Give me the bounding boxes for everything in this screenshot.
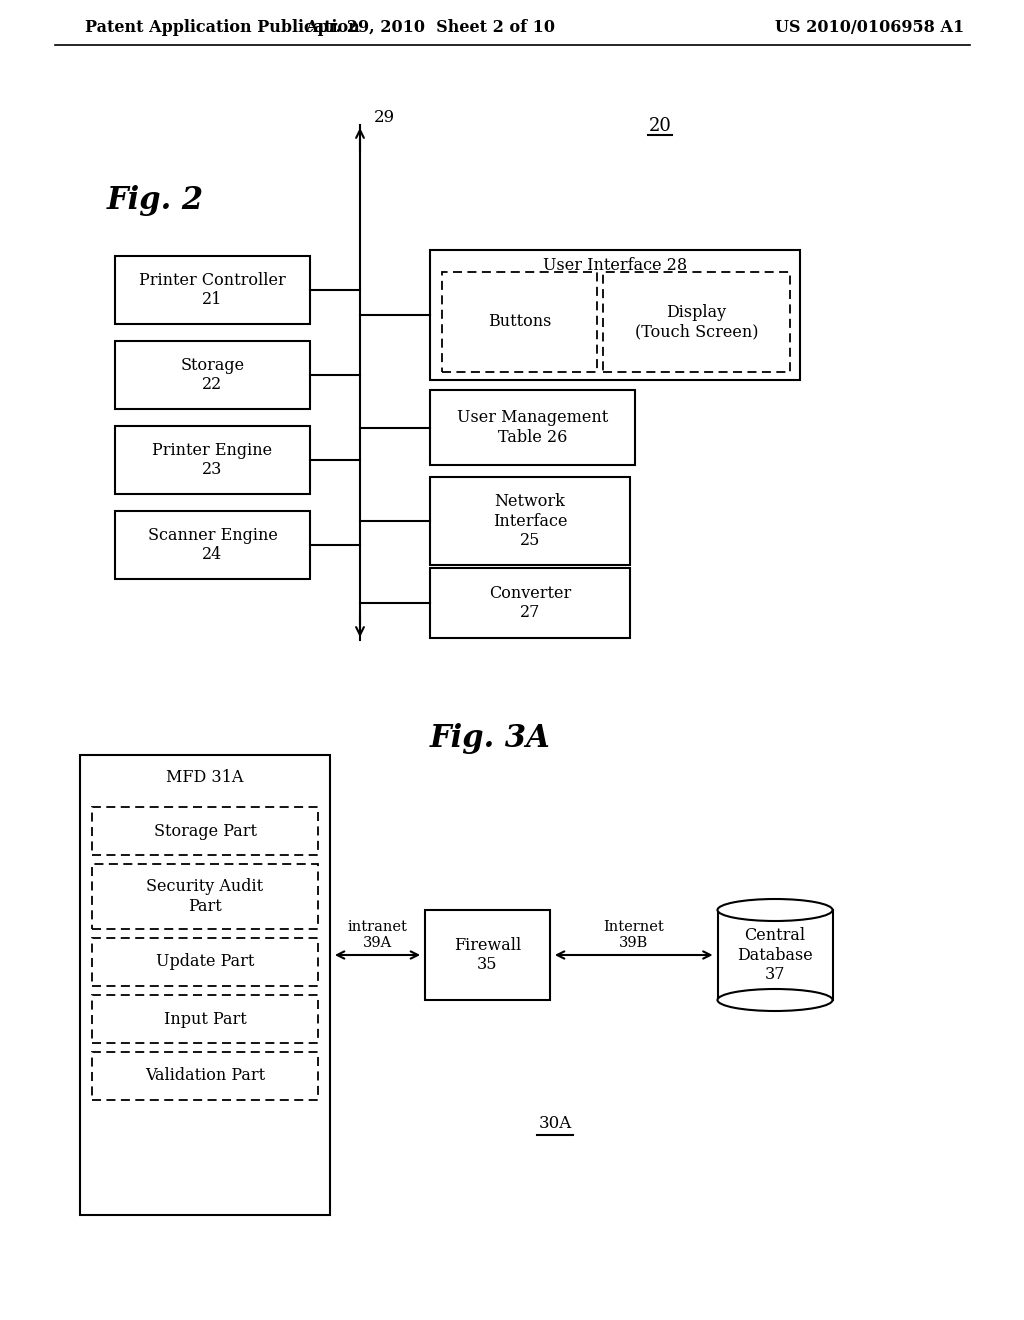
Text: Fig. 2: Fig. 2: [106, 185, 204, 215]
Text: Scanner Engine
24: Scanner Engine 24: [147, 527, 278, 564]
FancyBboxPatch shape: [115, 256, 310, 323]
Text: Buttons: Buttons: [487, 314, 551, 330]
Text: intranet: intranet: [347, 920, 408, 935]
Text: 39A: 39A: [362, 936, 392, 950]
Text: Update Part: Update Part: [156, 953, 254, 970]
Text: 29: 29: [374, 110, 395, 127]
Text: Input Part: Input Part: [164, 1011, 247, 1027]
Text: Storage
22: Storage 22: [180, 356, 245, 393]
Text: User Interface 28: User Interface 28: [543, 256, 687, 273]
Text: Storage Part: Storage Part: [154, 822, 256, 840]
FancyBboxPatch shape: [115, 341, 310, 409]
Text: US 2010/0106958 A1: US 2010/0106958 A1: [775, 20, 965, 37]
Text: 39B: 39B: [620, 936, 648, 950]
FancyBboxPatch shape: [425, 909, 550, 1001]
Text: User Management
Table 26: User Management Table 26: [457, 409, 608, 446]
FancyBboxPatch shape: [430, 249, 800, 380]
FancyBboxPatch shape: [603, 272, 790, 372]
FancyBboxPatch shape: [92, 939, 318, 986]
FancyBboxPatch shape: [718, 909, 833, 1001]
FancyBboxPatch shape: [442, 272, 597, 372]
FancyBboxPatch shape: [92, 807, 318, 855]
Text: Patent Application Publication: Patent Application Publication: [85, 20, 359, 37]
Text: 20: 20: [648, 117, 672, 135]
Text: Display
(Touch Screen): Display (Touch Screen): [635, 304, 758, 341]
FancyBboxPatch shape: [80, 755, 330, 1214]
Text: Central
Database
37: Central Database 37: [737, 927, 813, 983]
Text: Fig. 3A: Fig. 3A: [430, 722, 550, 754]
Text: Converter
27: Converter 27: [488, 585, 571, 622]
FancyBboxPatch shape: [92, 1052, 318, 1100]
FancyBboxPatch shape: [115, 511, 310, 579]
Ellipse shape: [718, 899, 833, 921]
Text: Printer Engine
23: Printer Engine 23: [153, 442, 272, 478]
Text: Validation Part: Validation Part: [145, 1068, 265, 1085]
Text: Security Audit
Part: Security Audit Part: [146, 878, 263, 915]
FancyBboxPatch shape: [430, 477, 630, 565]
Text: 30A: 30A: [539, 1115, 571, 1133]
Ellipse shape: [718, 989, 833, 1011]
FancyBboxPatch shape: [92, 995, 318, 1043]
Text: Apr. 29, 2010  Sheet 2 of 10: Apr. 29, 2010 Sheet 2 of 10: [305, 20, 555, 37]
FancyBboxPatch shape: [115, 426, 310, 494]
Text: Network
Interface
25: Network Interface 25: [493, 492, 567, 549]
Text: Internet: Internet: [603, 920, 665, 935]
Text: Printer Controller
21: Printer Controller 21: [139, 272, 286, 309]
Text: MFD 31A: MFD 31A: [166, 768, 244, 785]
FancyBboxPatch shape: [430, 568, 630, 638]
FancyBboxPatch shape: [92, 865, 318, 929]
Text: Firewall
35: Firewall 35: [454, 937, 521, 973]
FancyBboxPatch shape: [430, 389, 635, 465]
